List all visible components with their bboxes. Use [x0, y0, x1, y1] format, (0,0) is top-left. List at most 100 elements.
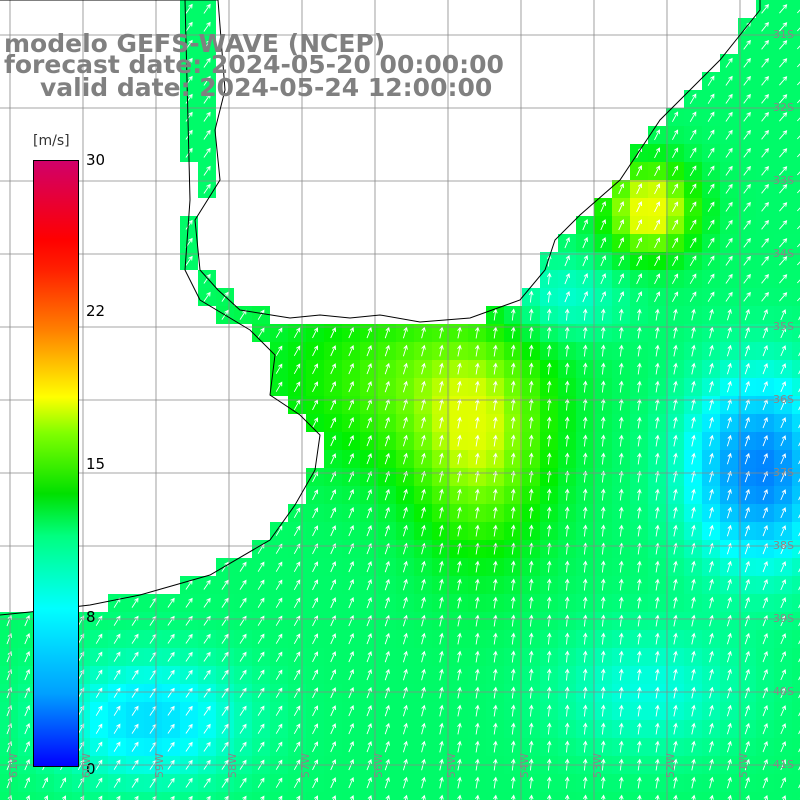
wind-arrow [796, 135, 800, 140]
field-cell [792, 792, 800, 800]
field-cell [792, 180, 800, 198]
wind-arrow [366, 507, 372, 519]
wind-arrow [745, 794, 750, 800]
wind-arrow [655, 722, 660, 735]
wind-arrow [167, 633, 175, 644]
wind-arrow [457, 380, 462, 393]
wind-arrow [475, 632, 480, 645]
field-cell [792, 378, 800, 396]
wind-arrow [275, 687, 283, 698]
wind-arrow [780, 435, 787, 447]
wind-arrow [744, 686, 750, 699]
colorbar-tick-0: 0 [86, 760, 96, 778]
wind-arrow [510, 308, 516, 321]
wind-arrow [546, 614, 552, 627]
wind-arrow [439, 362, 444, 375]
wind-arrow [475, 326, 480, 339]
wind-arrow [744, 740, 750, 753]
wind-arrow [762, 525, 768, 537]
field-cell [450, 792, 468, 800]
wind-arrow [510, 668, 516, 681]
wind-arrow [618, 237, 625, 249]
wind-arrow [709, 614, 714, 627]
wind-arrow [600, 273, 607, 285]
wind-arrow [546, 434, 552, 447]
wind-arrow [564, 434, 570, 447]
wind-arrow [726, 488, 732, 501]
wind-arrow [348, 669, 354, 681]
wind-arrow [618, 398, 624, 411]
wind-arrow [618, 273, 625, 285]
wind-arrow [275, 633, 283, 644]
wind-arrow [725, 93, 733, 104]
wind-arrow [95, 723, 103, 734]
field-cell [792, 414, 800, 432]
wind-arrow [618, 416, 624, 429]
wind-arrow [475, 560, 480, 573]
wind-arrow [796, 81, 800, 86]
wind-arrow [475, 434, 480, 447]
wind-arrow [312, 777, 319, 789]
wind-arrow [637, 308, 642, 321]
wind-arrow [743, 75, 751, 86]
wind-arrow [564, 524, 570, 537]
wind-arrow [564, 398, 570, 411]
field-cell [738, 792, 756, 800]
wind-arrow [672, 147, 679, 159]
wind-arrow [457, 434, 462, 447]
latitude-label: 33S [773, 174, 794, 187]
wind-arrow [348, 561, 354, 573]
wind-arrow [421, 524, 426, 537]
wind-arrow [707, 273, 715, 284]
wind-arrow [673, 326, 678, 339]
wind-arrow [221, 579, 229, 590]
wind-arrow [655, 308, 660, 321]
field-cell [792, 54, 800, 72]
wind-arrow [113, 669, 121, 680]
wind-arrow [257, 687, 265, 698]
wind-arrow [402, 524, 408, 537]
wind-arrow [762, 489, 768, 501]
wind-arrow [457, 686, 462, 699]
wind-arrow [257, 561, 265, 572]
wind-arrow [510, 578, 516, 591]
wind-arrow [564, 794, 570, 800]
wind-arrow [348, 417, 354, 429]
wind-arrow [725, 147, 733, 158]
wind-arrow [546, 272, 552, 285]
wind-arrow [312, 417, 319, 429]
wind-arrow [312, 687, 319, 699]
wind-arrow [564, 452, 570, 465]
field-cell [792, 126, 800, 144]
wind-arrow [330, 669, 337, 681]
wind-arrow [600, 650, 606, 663]
wind-arrow [239, 705, 247, 716]
wind-arrow [402, 452, 408, 465]
wind-arrow [475, 362, 480, 375]
wind-arrow [421, 488, 426, 501]
wind-arrow [709, 668, 714, 681]
wind-arrow [691, 560, 696, 573]
wind-arrow [439, 650, 444, 663]
wind-arrow [637, 722, 642, 735]
wind-arrow [726, 470, 732, 483]
wind-arrow [744, 308, 750, 321]
wind-arrow [762, 597, 768, 609]
wind-arrow [779, 94, 788, 104]
wind-arrow [761, 165, 769, 176]
wind-arrow [672, 111, 679, 123]
wind-arrow [293, 777, 301, 789]
colorbar-tick-15: 15 [86, 455, 106, 473]
wind-arrow [293, 651, 301, 663]
wind-arrow [475, 488, 480, 501]
wind-arrow [528, 524, 534, 537]
wind-arrow [762, 669, 768, 681]
wind-arrow [239, 741, 247, 752]
wind-arrow [475, 704, 480, 717]
wind-arrow [780, 309, 787, 321]
wind-arrow [780, 669, 787, 681]
field-cell [792, 666, 800, 684]
wind-arrow [203, 111, 211, 122]
wind-arrow [167, 597, 175, 608]
wind-arrow [475, 740, 480, 753]
